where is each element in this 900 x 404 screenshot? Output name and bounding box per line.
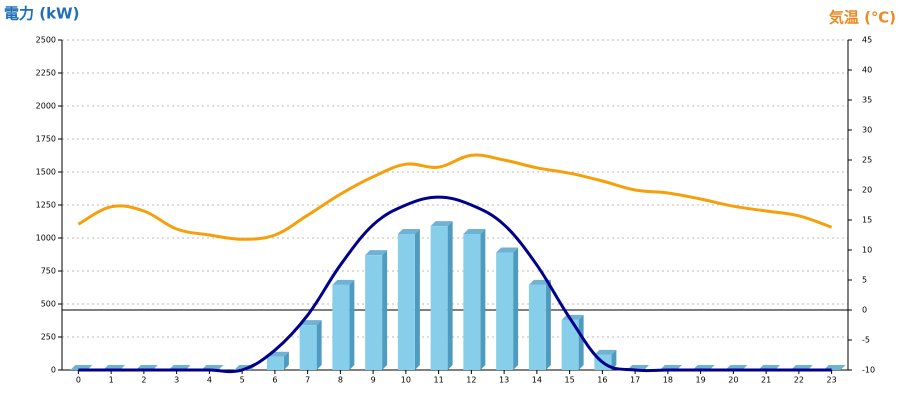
bar-face bbox=[578, 314, 584, 370]
y-tick-label: 1250 bbox=[36, 201, 56, 210]
bar-face bbox=[299, 320, 322, 326]
y-tick-label: 750 bbox=[41, 267, 56, 276]
bar-face bbox=[365, 255, 383, 370]
x-tick-label: 13 bbox=[499, 376, 509, 385]
bar bbox=[266, 351, 289, 370]
y2-tick-label: 0 bbox=[862, 306, 867, 315]
bar-face bbox=[382, 250, 388, 370]
line bbox=[78, 195, 832, 374]
x-tick-label: 10 bbox=[401, 376, 411, 385]
y-tick-label: 2500 bbox=[36, 36, 56, 45]
y-tick-label: 1000 bbox=[36, 234, 56, 243]
bar bbox=[430, 221, 453, 370]
y2-tick-label: 35 bbox=[862, 96, 872, 105]
bar bbox=[332, 279, 355, 370]
x-tick-label: 3 bbox=[174, 376, 179, 385]
bar-face bbox=[513, 247, 519, 370]
bar-face bbox=[414, 229, 420, 370]
x-tick-label: 19 bbox=[696, 376, 706, 385]
bar bbox=[496, 247, 519, 370]
bar bbox=[299, 320, 322, 370]
bar-face bbox=[594, 349, 617, 355]
y-tick-label: 1500 bbox=[36, 168, 56, 177]
bar-face bbox=[463, 229, 486, 235]
x-tick-label: 5 bbox=[240, 376, 245, 385]
x-tick-label: 8 bbox=[338, 376, 343, 385]
x-tick-label: 23 bbox=[827, 376, 837, 385]
y2-tick-label: 45 bbox=[862, 36, 872, 45]
x-tick-label: 2 bbox=[141, 376, 146, 385]
x-tick-label: 16 bbox=[597, 376, 607, 385]
x-tick-label: 0 bbox=[76, 376, 81, 385]
bar-face bbox=[480, 229, 486, 370]
x-tick-label: 22 bbox=[794, 376, 804, 385]
bar-face bbox=[528, 284, 546, 370]
bar bbox=[365, 250, 388, 370]
bar-face bbox=[316, 320, 322, 370]
y-tick-label: 2250 bbox=[36, 69, 56, 78]
x-tick-label: 11 bbox=[434, 376, 444, 385]
bar-face bbox=[561, 319, 579, 370]
bar-face bbox=[397, 229, 420, 235]
x-tick-label: 4 bbox=[207, 376, 212, 385]
y2-tick-label: 10 bbox=[862, 246, 872, 255]
y2-tick-label: -10 bbox=[862, 366, 875, 375]
bar-face bbox=[266, 356, 284, 370]
y-tick-label: 0 bbox=[51, 366, 56, 375]
x-tick-label: 15 bbox=[565, 376, 575, 385]
y2-tick-label: 15 bbox=[862, 216, 872, 225]
bar-face bbox=[545, 279, 551, 370]
y2-axis-title: 気温 (℃) bbox=[829, 9, 896, 27]
bar bbox=[528, 279, 551, 370]
bar-face bbox=[463, 234, 481, 370]
bar-face bbox=[430, 221, 453, 227]
bar-face bbox=[611, 349, 617, 370]
x-tick-label: 18 bbox=[663, 376, 673, 385]
x-tick-label: 17 bbox=[630, 376, 640, 385]
bar-face bbox=[447, 221, 453, 370]
y-axis-title: 電力 (kW) bbox=[4, 5, 79, 23]
y2-tick-label: 40 bbox=[862, 66, 872, 75]
bar-face bbox=[496, 247, 519, 253]
bar bbox=[397, 229, 420, 370]
y-tick-label: 250 bbox=[41, 333, 56, 342]
x-tick-label: 6 bbox=[272, 376, 277, 385]
bar-face bbox=[332, 279, 355, 285]
bar-face bbox=[397, 234, 415, 370]
y2-tick-label: 25 bbox=[862, 156, 872, 165]
bar-face bbox=[365, 250, 388, 256]
x-tick-label: 12 bbox=[466, 376, 476, 385]
y2-tick-label: 30 bbox=[862, 126, 872, 135]
bar-face bbox=[299, 325, 317, 370]
y-tick-label: 1750 bbox=[36, 135, 56, 144]
x-tick-label: 20 bbox=[728, 376, 738, 385]
bar bbox=[463, 229, 486, 370]
bar-face bbox=[349, 279, 355, 370]
y-tick-label: 500 bbox=[41, 300, 56, 309]
y2-tick-label: 20 bbox=[862, 186, 872, 195]
y2-tick-label: -5 bbox=[862, 336, 870, 345]
y2-tick-label: 5 bbox=[862, 276, 867, 285]
bar-face bbox=[332, 284, 350, 370]
bar-face bbox=[430, 226, 448, 370]
bar-face bbox=[496, 252, 514, 370]
x-tick-label: 21 bbox=[761, 376, 771, 385]
x-tick-label: 9 bbox=[371, 376, 376, 385]
bar-face bbox=[283, 351, 289, 370]
x-tick-label: 14 bbox=[532, 376, 542, 385]
line bbox=[77, 153, 833, 241]
bar-face bbox=[528, 279, 551, 285]
x-tick-label: 7 bbox=[305, 376, 310, 385]
y-tick-label: 2000 bbox=[36, 102, 56, 111]
x-tick-label: 1 bbox=[109, 376, 114, 385]
